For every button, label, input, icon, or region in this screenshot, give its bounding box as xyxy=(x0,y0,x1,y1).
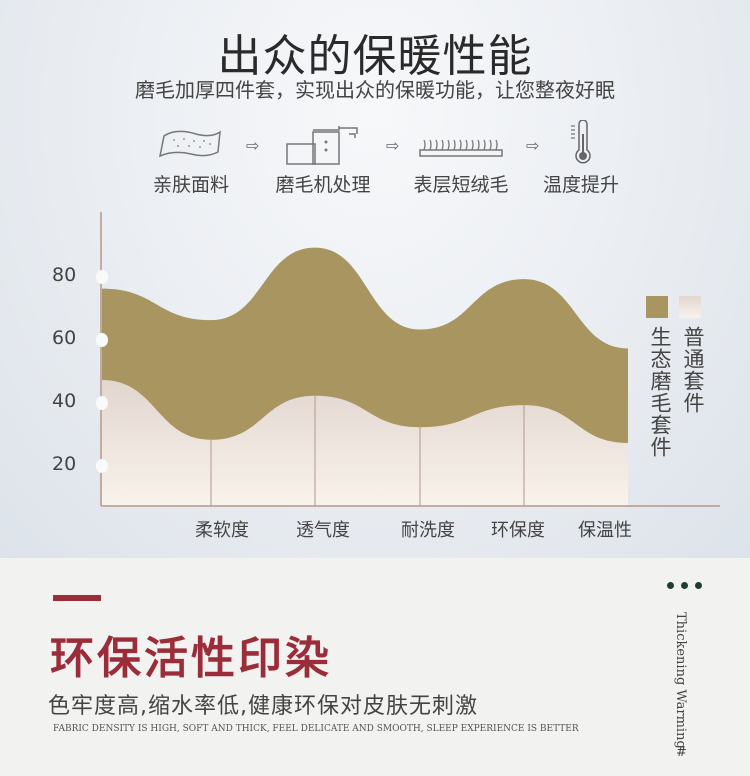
x-category-label: 环保度 xyxy=(491,520,545,541)
process-label: 表层短绒毛 xyxy=(413,174,509,196)
legend-swatch-eco xyxy=(646,296,668,318)
x-category-label: 保温性 xyxy=(578,520,632,541)
legend-swatch-ordinary xyxy=(679,296,701,318)
x-category-label: 柔软度 xyxy=(195,520,249,541)
y-tick-dot xyxy=(96,459,108,473)
process-label: 亲肤面料 xyxy=(152,174,229,196)
process-step-machine: 磨毛机处理 xyxy=(258,120,388,197)
dot-icon xyxy=(695,582,702,589)
feature-english: FABRIC DENSITY IS HIGH, SOFT AND THICK, … xyxy=(53,724,579,734)
process-step-fabric: 亲肤面料 xyxy=(126,120,256,197)
x-category-label: 耐洗度 xyxy=(401,520,455,541)
machine-icon xyxy=(286,126,358,165)
y-tick-label: 20 xyxy=(52,453,77,475)
page-subtitle: 磨毛加厚四件套，实现出众的保暖功能，让您整夜好眠 xyxy=(135,78,615,102)
comparison-chart xyxy=(96,212,720,507)
y-tick-dot xyxy=(96,396,108,410)
y-tick-label: 60 xyxy=(52,327,77,349)
process-step-temperature: 温度提升 xyxy=(516,120,646,197)
fleece-icon xyxy=(419,139,503,157)
legend-label-ordinary: 普通套件 xyxy=(681,326,705,414)
feature-title: 环保活性印染 xyxy=(50,633,332,684)
dot-icon xyxy=(681,582,688,589)
arrow-right-icon: ⇨ xyxy=(526,136,540,155)
arrow-right-icon: ⇨ xyxy=(246,136,260,155)
process-label: 温度提升 xyxy=(542,174,619,196)
legend-label-eco: 生态磨毛套件 xyxy=(648,326,672,458)
dyeing-section xyxy=(0,558,750,776)
side-vertical-text: Thickening Warming xyxy=(673,612,688,749)
side-mark: # xyxy=(676,745,687,760)
dot-icon xyxy=(667,582,674,589)
arrow-right-icon: ⇨ xyxy=(386,136,400,155)
accent-bar xyxy=(53,595,101,601)
y-tick-dot xyxy=(96,333,108,347)
thermometer-icon xyxy=(571,120,591,164)
page-title: 出众的保暖性能 xyxy=(217,31,533,82)
y-tick-label: 40 xyxy=(52,390,77,412)
feature-description: 色牢度高,缩水率低,健康环保对皮肤无刺激 xyxy=(48,694,478,719)
y-tick-dot xyxy=(96,270,108,284)
process-step-fleece: 表层短绒毛 xyxy=(396,120,526,197)
fabric-icon xyxy=(158,130,221,158)
y-tick-label: 80 xyxy=(52,264,77,286)
series-area-ordinary xyxy=(102,379,628,506)
x-category-label: 透气度 xyxy=(296,520,350,541)
process-label: 磨毛机处理 xyxy=(275,174,371,196)
